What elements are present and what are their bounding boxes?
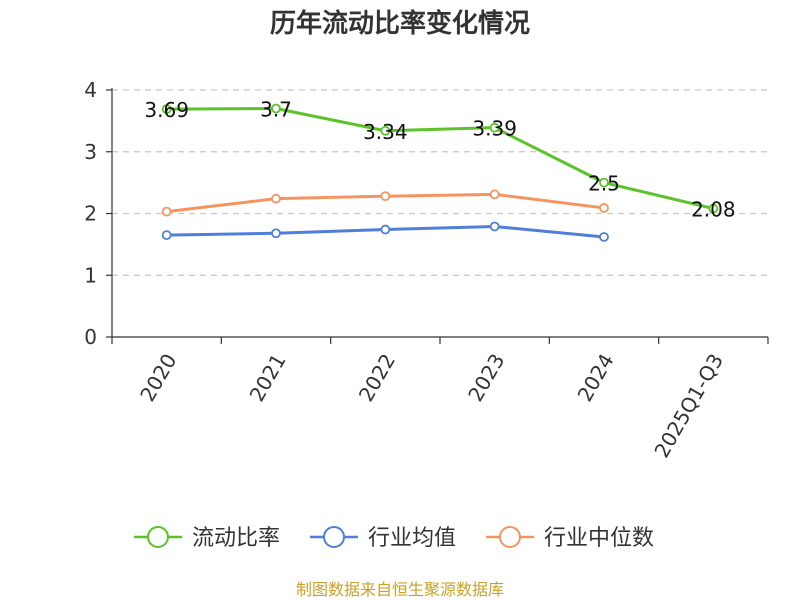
data-point[interactable]	[708, 203, 719, 214]
y-tick-label: 4	[84, 78, 97, 102]
legend-item-2[interactable]: 行业中位数	[486, 526, 654, 551]
x-tick-label: 2025Q1-Q3	[649, 350, 728, 462]
x-tick-label: 2021	[244, 350, 290, 406]
y-tick-label: 2	[84, 202, 97, 226]
legend-label: 流动比率	[192, 526, 280, 551]
data-point[interactable]	[599, 203, 609, 213]
data-label: 2.5	[588, 172, 620, 196]
y-tick-label: 0	[84, 325, 97, 349]
data-point[interactable]	[161, 104, 172, 115]
chart-title: 历年流动比率变化情况	[270, 8, 530, 39]
legend-marker	[499, 526, 521, 548]
data-point[interactable]	[489, 189, 500, 200]
grid	[112, 89, 768, 276]
data-labels: 3.69 3.7 3.34 3.39 2.5 2.08	[144, 98, 735, 222]
legend-marker	[323, 526, 345, 548]
data-point[interactable]	[599, 177, 609, 188]
axes: 0 1 2 3 4 2020 2021 2022 2023 2024 2025Q1-Q3	[84, 78, 769, 462]
data-label: 3.69	[144, 98, 189, 122]
legend-label: 行业中位数	[544, 526, 654, 551]
data-point[interactable]	[599, 232, 609, 242]
data-point[interactable]	[271, 103, 281, 114]
x-tick-label: 2022	[354, 350, 400, 406]
data-point[interactable]	[380, 224, 391, 235]
y-tick-label: 3	[84, 140, 97, 164]
legend[interactable]: 流动比率 行业均值 行业中位数	[134, 526, 654, 551]
data-point[interactable]	[161, 230, 172, 241]
data-point[interactable]	[271, 228, 281, 239]
series-group	[161, 103, 719, 242]
data-label: 3.7	[260, 98, 292, 122]
legend-marker	[147, 526, 169, 548]
x-tick-label: 2023	[463, 349, 509, 405]
series-line-0	[166, 107, 714, 211]
source-note: 制图数据来自恒生聚源数据库	[296, 580, 504, 599]
data-point[interactable]	[380, 191, 391, 202]
data-label: 3.34	[363, 120, 408, 144]
data-point[interactable]	[489, 221, 500, 232]
data-point[interactable]	[380, 125, 391, 136]
data-label: 2.08	[691, 198, 736, 222]
x-tick-label: 2024	[572, 350, 618, 406]
legend-item-0[interactable]: 流动比率	[134, 526, 280, 551]
data-label: 3.39	[472, 117, 517, 141]
x-tick-label: 2020	[135, 350, 181, 406]
y-tick-label: 1	[84, 263, 97, 287]
legend-item-1[interactable]: 行业均值	[310, 526, 456, 551]
legend-label: 行业均值	[368, 526, 456, 551]
data-point[interactable]	[489, 122, 500, 133]
data-point[interactable]	[161, 206, 172, 217]
data-point[interactable]	[271, 193, 281, 204]
